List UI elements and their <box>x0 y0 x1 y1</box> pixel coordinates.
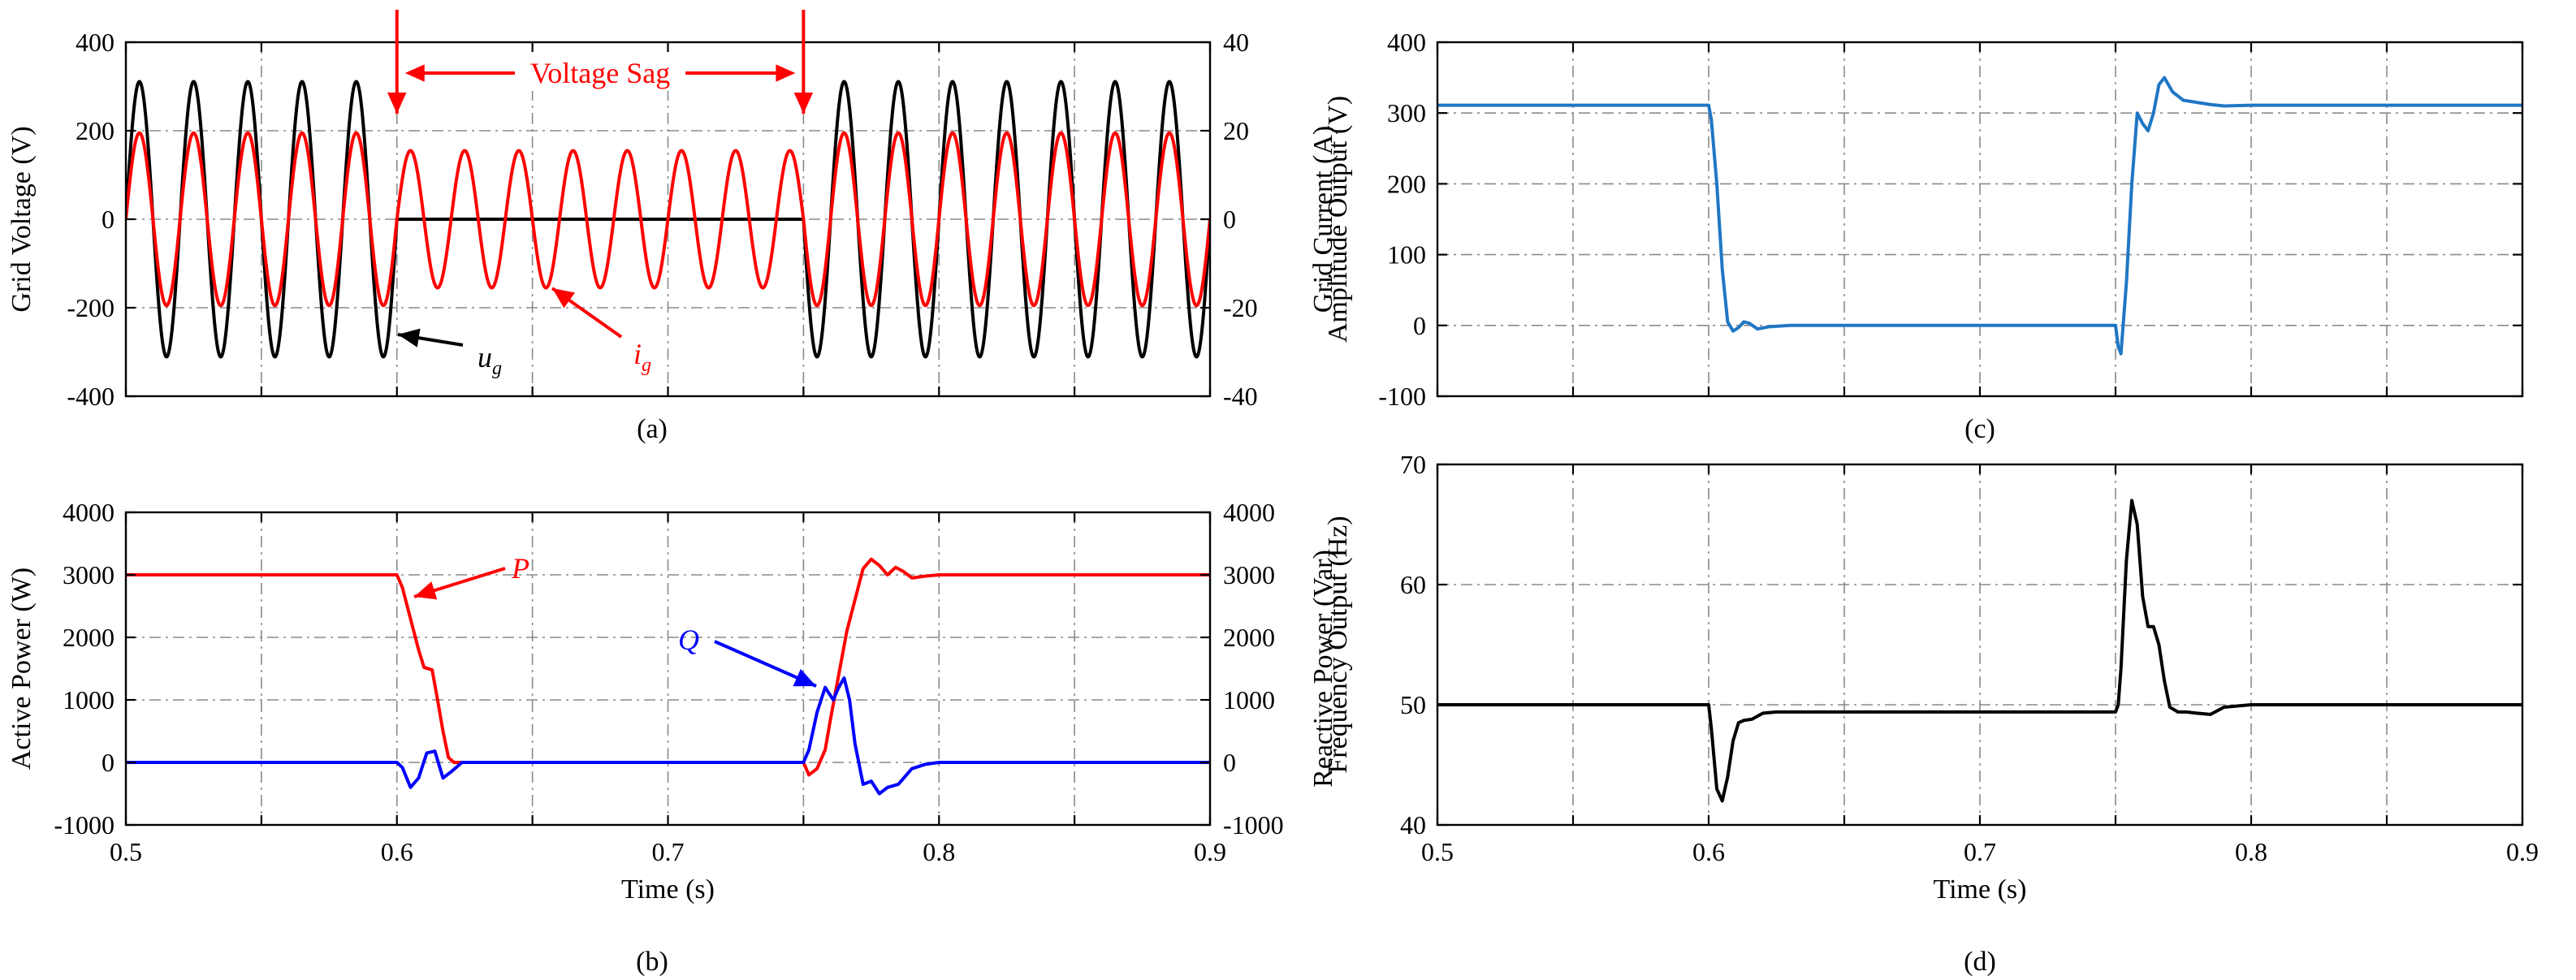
y2-tick-label: -1000 <box>1223 810 1284 840</box>
y-tick-label: 200 <box>76 116 115 145</box>
plot-area <box>1437 76 2522 356</box>
ug-label-sub: g <box>492 358 502 379</box>
y2-tick-label: 20 <box>1223 116 1249 145</box>
panel-label: (b) <box>636 947 668 977</box>
x-tick-label: 0.7 <box>1964 837 1996 866</box>
panel-b: 0.5 0.6 0.7 0.8 0.9-100001000200030004000-10… <box>6 498 1338 977</box>
panel-label: (d) <box>1964 947 1996 977</box>
series-line-frequency <box>1437 499 2522 803</box>
sag-label-bg <box>515 52 686 91</box>
panel-d: 0.5 0.6 0.7 0.8 0.9 40 50 60 70 Frequency Output … <box>1323 450 2539 977</box>
y-axis-label: Grid Voltage (V) <box>6 126 37 312</box>
ig-label-sub: g <box>642 355 651 376</box>
sag-label: Voltage Sag <box>530 57 670 89</box>
sag-span-left-head <box>404 64 425 82</box>
annotations: PQ <box>413 552 817 688</box>
y-tick-label: 70 <box>1400 450 1426 479</box>
y-tick-label: 2000 <box>63 623 115 652</box>
x-axis-label: Time (s) <box>1934 874 2027 904</box>
ig-arrow-head <box>552 288 575 309</box>
x-tick-label: 0.8 <box>923 837 955 866</box>
sag-span-right-head <box>776 64 796 82</box>
panel-c: -100 0 100 200 300 400 Amplitude Output (V) (c) <box>1323 28 2524 444</box>
y-tick-label: -1000 <box>54 810 115 840</box>
ig-label: ig <box>633 338 651 376</box>
axes: -100 0 100 200 300 400 <box>1378 28 2524 411</box>
x-tick-label: 0.6 <box>1692 837 1725 866</box>
y2-tick-label: 2000 <box>1223 623 1275 652</box>
x-tick-label: 0.8 <box>2235 837 2267 866</box>
p-label: P <box>511 552 529 585</box>
y-tick-label: 400 <box>1387 28 1426 57</box>
ug-label: ug <box>478 341 502 379</box>
y-tick-label: 0 <box>1413 311 1426 340</box>
y-tick-label: 0 <box>102 205 115 234</box>
grid-lines <box>1437 42 2522 396</box>
y2-tick-label: -40 <box>1223 382 1258 411</box>
x-tick-label: 0.7 <box>652 837 685 866</box>
x-tick-label: 0.6 <box>381 837 413 866</box>
panel-label: (c) <box>1964 414 1995 444</box>
axes: 0.5 0.6 0.7 0.8 0.9-100001000200030004000-10… <box>54 498 1283 866</box>
axes: 0.5 0.6 0.7 0.8 0.9 40 50 60 70 <box>1400 450 2539 866</box>
series-line-amplitude <box>1437 76 2522 356</box>
y-tick-label: 50 <box>1400 690 1426 719</box>
y2-axis-label: Reactive Power (Var) <box>1308 550 1338 788</box>
plot-area <box>126 557 1210 796</box>
y-tick-label: 60 <box>1400 570 1426 599</box>
y-tick-label: 300 <box>1387 98 1426 127</box>
y2-tick-label: -20 <box>1223 293 1258 322</box>
q-label: Q <box>678 624 699 656</box>
plot-area <box>1437 499 2522 803</box>
y-tick-label: 40 <box>1400 810 1426 840</box>
x-tick-label: 0.9 <box>1194 837 1226 866</box>
sag-start-arrow-head <box>387 93 407 114</box>
x-tick-label: 0.5 <box>110 837 142 866</box>
y-axis-label: Frequency Output (Hz) <box>1323 516 1353 773</box>
y-tick-label: -200 <box>67 293 115 322</box>
y2-tick-label: 1000 <box>1223 685 1275 714</box>
y-tick-label: 3000 <box>63 560 115 589</box>
q-arrow-head <box>793 668 816 687</box>
y2-tick-label: 0 <box>1223 748 1236 777</box>
y-tick-label: 0 <box>102 748 115 777</box>
grid-lines <box>126 512 1210 825</box>
sag-end-arrow-head <box>793 93 814 114</box>
y-tick-label: 4000 <box>63 498 115 527</box>
y2-tick-label: 3000 <box>1223 560 1275 589</box>
y-tick-label: -100 <box>1378 382 1426 411</box>
ug-label-base: u <box>478 341 492 373</box>
y2-axis-label: Grid Current (A) <box>1308 126 1338 313</box>
y2-tick-label: 40 <box>1223 28 1249 57</box>
grid-lines <box>1437 464 2522 825</box>
y-tick-label: -400 <box>67 382 115 411</box>
x-axis-label: Time (s) <box>621 874 715 904</box>
series-line-q <box>126 676 1210 796</box>
y-tick-label: 1000 <box>63 685 115 714</box>
y-axis-label: Active Power (W) <box>6 568 37 770</box>
plot-area <box>126 80 1210 359</box>
y2-tick-label: 4000 <box>1223 498 1275 527</box>
y-tick-label: 400 <box>76 28 115 57</box>
x-tick-label: 0.9 <box>2506 837 2539 866</box>
y-tick-label: 100 <box>1387 240 1426 270</box>
y-axis-label: Amplitude Output (V) <box>1323 96 1353 343</box>
ug-arrow-head <box>398 328 421 348</box>
y2-tick-label: 0 <box>1223 205 1236 234</box>
ig-label-base: i <box>633 338 642 370</box>
series-line-i-g <box>126 131 1210 308</box>
y-tick-label: 200 <box>1387 169 1426 198</box>
series-line-p <box>126 557 1210 777</box>
panel-label: (a) <box>637 414 668 444</box>
x-tick-label: 0.5 <box>1421 837 1454 866</box>
p-arrow-head <box>414 581 438 600</box>
